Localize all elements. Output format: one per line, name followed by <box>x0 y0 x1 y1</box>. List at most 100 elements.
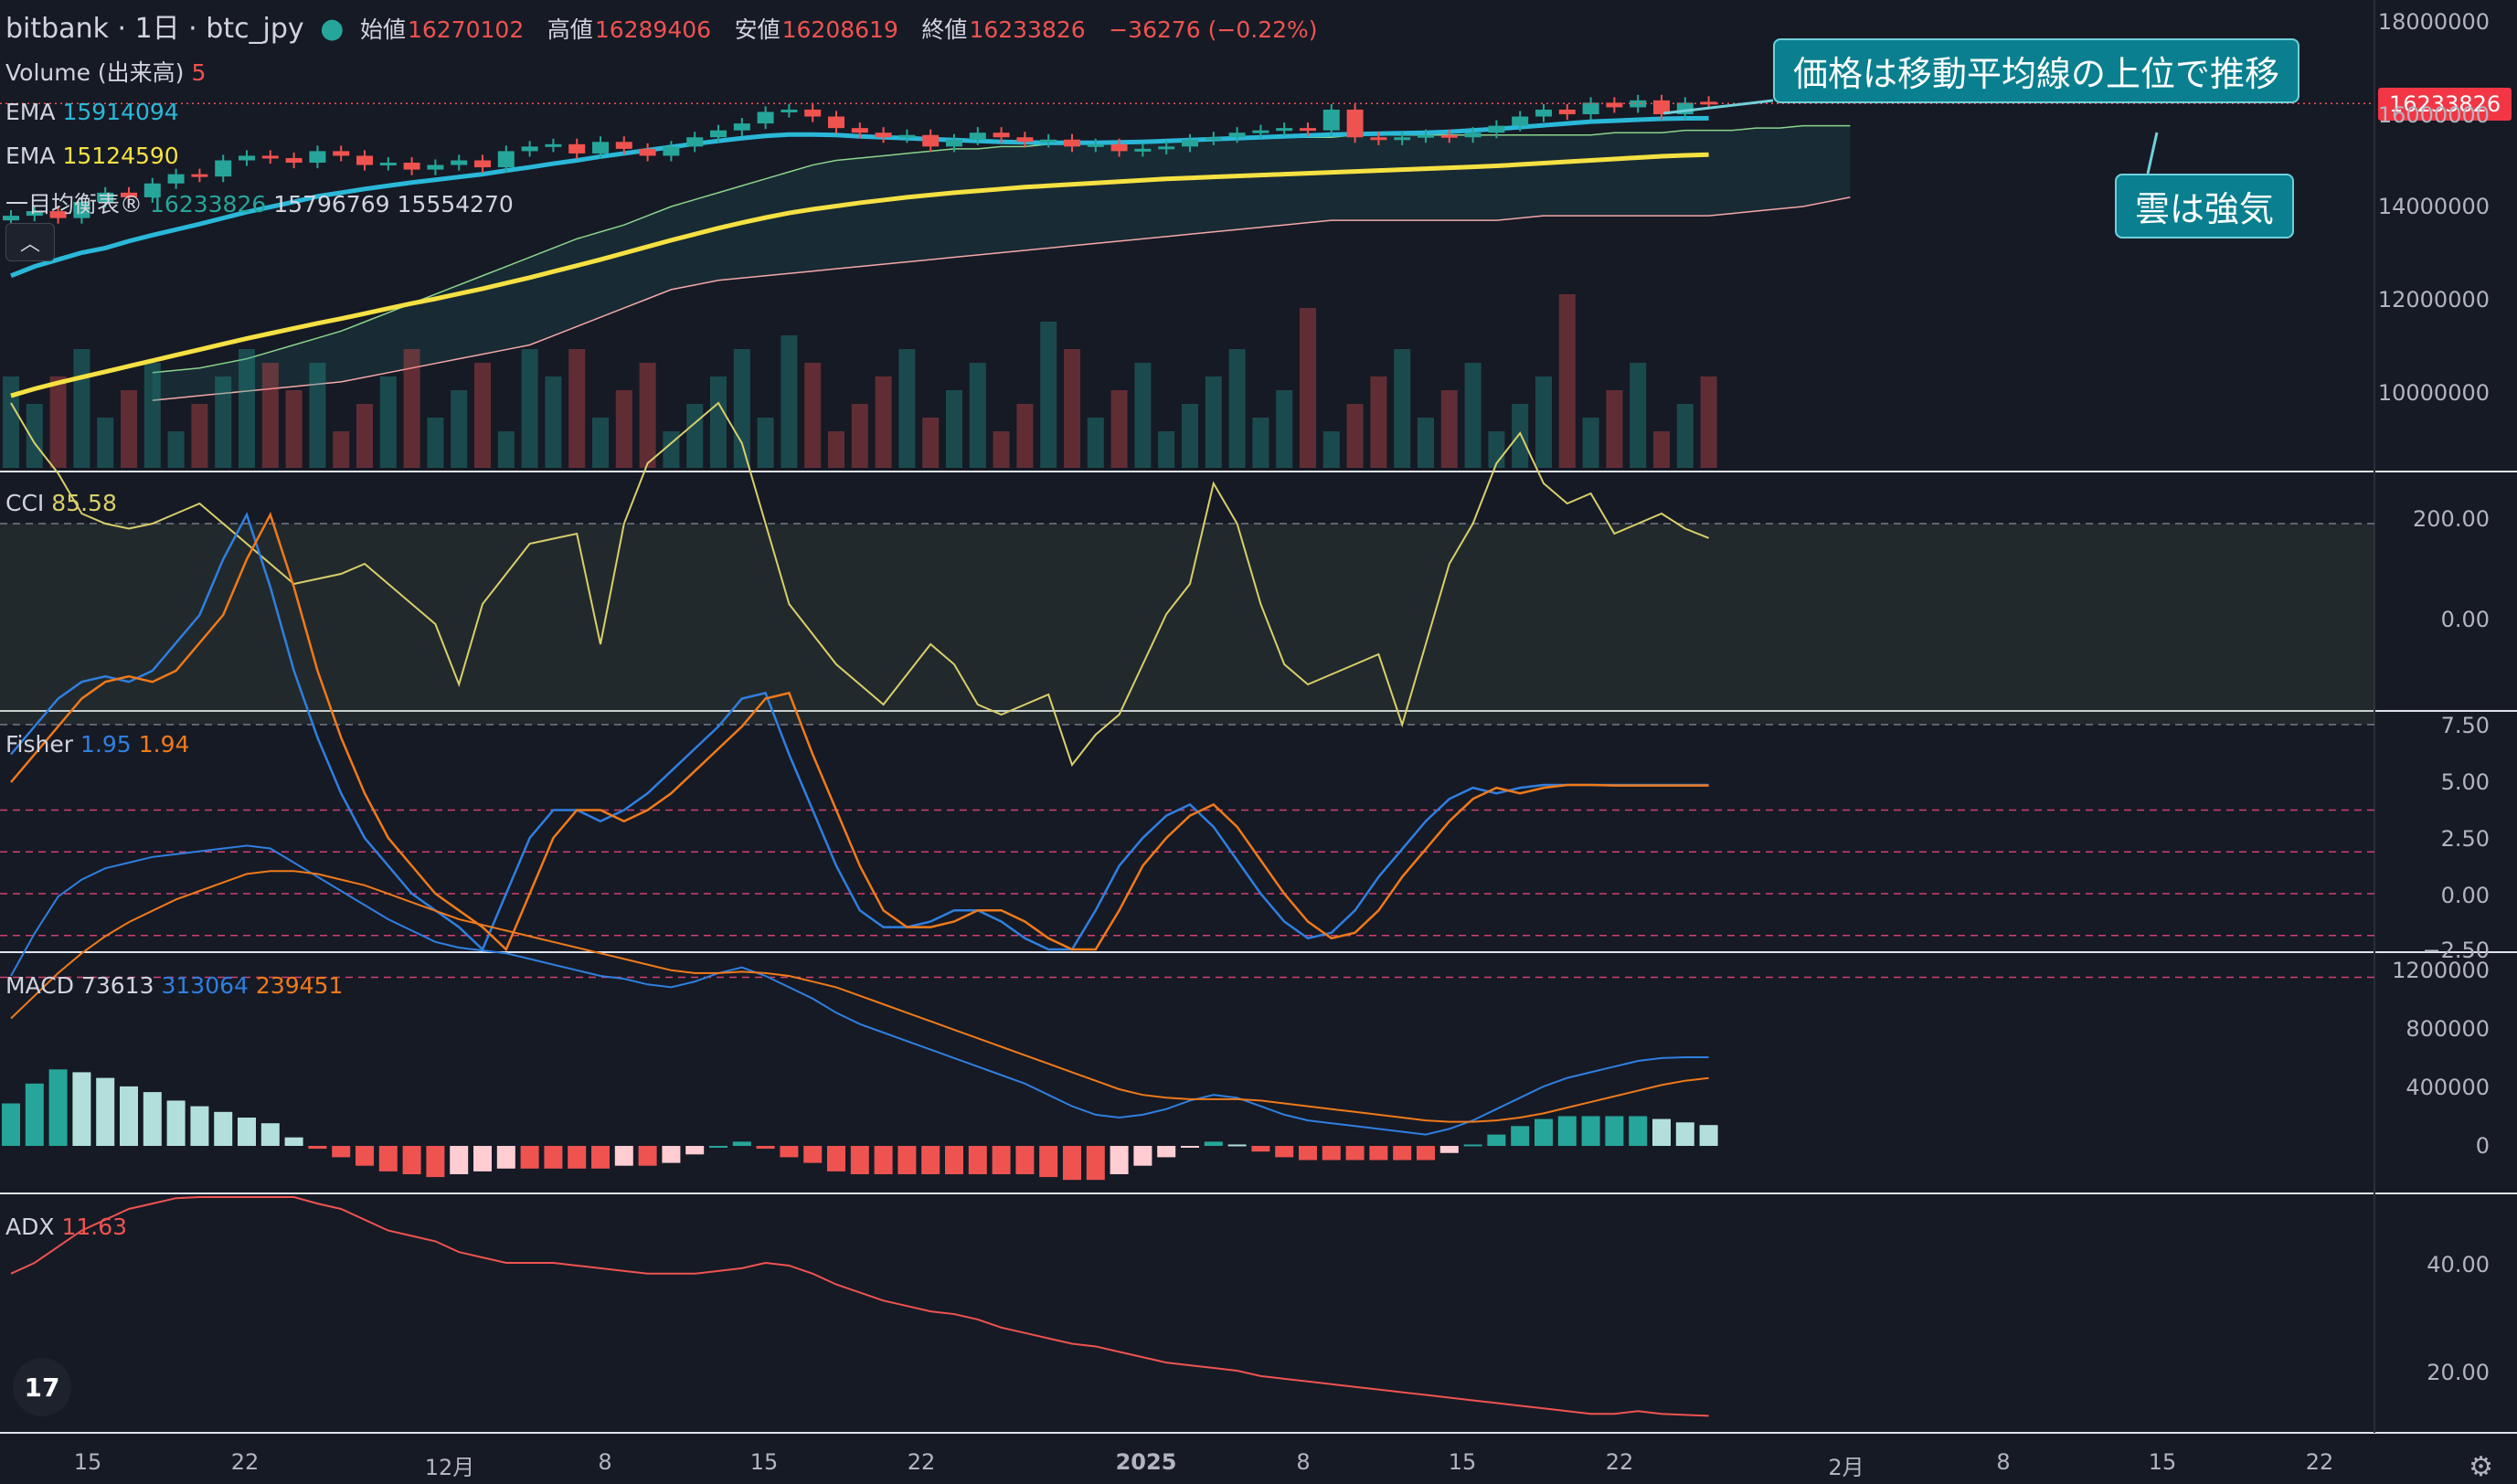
candle-body <box>851 128 868 133</box>
symbol-title[interactable]: bitbank · 1日 · btc_jpy <box>5 13 304 45</box>
fisher-legend[interactable]: Fisher 1.95 1.94 <box>5 731 196 758</box>
volume-bar <box>545 376 562 468</box>
candle-body <box>1488 125 1505 133</box>
volume-bar <box>1700 376 1717 468</box>
ema1-label: EMA <box>5 99 56 125</box>
candle-body <box>1252 130 1269 133</box>
volume-legend[interactable]: Volume (出来高) 5 <box>5 55 213 88</box>
macd-histogram-bar <box>1133 1146 1152 1166</box>
volume-bar <box>215 376 232 468</box>
candle-body <box>1110 143 1128 152</box>
macd-histogram-bar <box>1699 1125 1718 1146</box>
macd-legend[interactable]: MACD 73613 313064 239451 <box>5 972 350 999</box>
candle-body <box>804 109 822 117</box>
x-axis-tick: 8 <box>1296 1449 1311 1475</box>
macd-histogram-bar <box>1557 1116 1577 1146</box>
volume-bar <box>1228 349 1246 468</box>
candle-body <box>427 164 444 170</box>
candle-body <box>73 201 90 218</box>
macd-histogram-bar <box>120 1086 138 1146</box>
volume-bar <box>97 418 114 468</box>
cci-axis-tick: 200.00 <box>2413 506 2490 532</box>
open-label: 始値 <box>359 16 406 43</box>
fisher-label: Fisher <box>5 731 74 758</box>
volume-bar <box>3 376 19 468</box>
macd-histogram-bar <box>1463 1144 1482 1147</box>
candle-body <box>379 163 397 166</box>
volume-bar <box>191 404 208 468</box>
volume-bar <box>143 363 161 468</box>
ichimoku-legend[interactable]: 一目均衡表® 16233826 15796769 15554270 <box>5 186 521 219</box>
candle-body <box>568 143 586 154</box>
candle-body <box>215 160 232 177</box>
candle-body <box>1134 148 1152 152</box>
cci-legend[interactable]: CCI 85.58 <box>5 490 124 516</box>
macd-histogram-bar <box>426 1146 445 1178</box>
volume-bar <box>875 376 892 468</box>
candle-body <box>781 109 798 112</box>
x-axis-tick: 22 <box>1605 1449 1634 1475</box>
settings-gear-icon[interactable]: ⚙ <box>2469 1451 2493 1483</box>
x-axis-tick: 12月 <box>424 1455 475 1480</box>
ema2-value: 15124590 <box>62 143 179 169</box>
macd-histogram-bar <box>709 1146 727 1148</box>
volume-bar <box>73 349 90 468</box>
macd-histogram-bar <box>662 1146 681 1163</box>
macd-histogram-bar <box>2 1103 20 1146</box>
volume-bar <box>26 404 43 468</box>
ema2-legend[interactable]: EMA 15124590 <box>5 143 186 169</box>
macd-histogram-bar <box>1511 1126 1530 1146</box>
macd-histogram-bar <box>214 1111 233 1146</box>
volume-bar <box>474 363 491 468</box>
volume-bar <box>1370 376 1387 468</box>
candle-body <box>993 132 1010 138</box>
x-axis-tick: 15 <box>2148 1449 2177 1475</box>
volume-bar <box>497 431 515 468</box>
last-price-tag: 16233826 <box>2378 88 2512 121</box>
volume-bar <box>1346 404 1364 468</box>
price-axis-tick: 16000000 <box>2377 102 2490 128</box>
tradingview-logo-icon[interactable]: 17 <box>13 1358 71 1416</box>
ema1-legend[interactable]: EMA 15914094 <box>5 99 186 125</box>
macd-axis-tick: 400000 <box>2405 1075 2490 1100</box>
candle-body <box>545 143 562 147</box>
fisher-trigger-line <box>10 512 1709 952</box>
macd-histogram-bar <box>685 1146 705 1155</box>
volume-bar <box>1322 431 1340 468</box>
candle-body <box>686 137 704 147</box>
adx-legend[interactable]: ADX 11.63 <box>5 1214 134 1240</box>
fisher-axis-tick: −2.50 <box>2422 938 2490 963</box>
candle-body <box>143 183 161 197</box>
volume-bar <box>710 376 727 468</box>
fisher-axis-tick: 5.00 <box>2440 769 2490 795</box>
macd-histogram-bar <box>166 1100 186 1146</box>
x-axis-tick: 2025 <box>1115 1449 1177 1475</box>
high-label: 高値 <box>547 16 593 43</box>
macd-histogram-bar <box>1015 1146 1035 1174</box>
adx-value: 11.63 <box>61 1214 128 1240</box>
macd-histogram-bar <box>780 1146 799 1158</box>
candle-body <box>356 155 373 165</box>
close-label: 終値 <box>921 16 968 43</box>
candle-body <box>592 142 609 154</box>
macd-histogram-bar <box>496 1146 515 1169</box>
callout-pointer <box>2146 132 2159 175</box>
fisher-axis-tick: 2.50 <box>2440 826 2490 852</box>
macd-histogram-bar <box>614 1146 633 1166</box>
collapse-legend-button[interactable]: ︿ <box>5 223 55 261</box>
volume-bar <box>427 418 444 468</box>
volume-bar <box>1158 431 1175 468</box>
x-axis-tick: 8 <box>598 1449 612 1475</box>
macd-axis-tick: 800000 <box>2405 1016 2490 1042</box>
x-axis-tick: 8 <box>1996 1449 2011 1475</box>
macd-histogram-bar <box>1227 1144 1247 1147</box>
macd-histogram-bar <box>1652 1118 1671 1146</box>
x-axis-tick: 15 <box>1448 1449 1477 1475</box>
candle-body <box>1464 132 1482 138</box>
macd-histogram-bar <box>1181 1146 1199 1148</box>
cci-axis-tick: 0.00 <box>2440 607 2490 632</box>
volume-bar <box>1630 363 1647 468</box>
ema-slow-line <box>10 152 1709 398</box>
macd-histogram-bar <box>260 1123 280 1146</box>
